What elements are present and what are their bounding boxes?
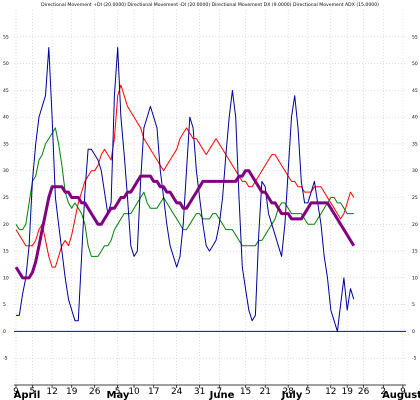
y-tick-label-right: 0 [412,329,415,335]
y-tick-label-left: 10 [3,275,9,281]
x-tick-label: 5 [115,387,121,397]
y-tick-label-right: 25 [412,195,418,201]
y-tick-label-left: 55 [3,34,9,40]
y-axis-right: -5 0 5 10 15 20 25 30 35 40 45 50 55 [412,34,418,361]
y-tick-label-right: 10 [412,275,418,281]
x-tick-label: 5 [305,387,311,397]
month-label: April [14,390,41,400]
x-tick-label: 2 [380,387,386,397]
y-tick-label-right: 45 [412,88,418,94]
x-tick-label: 12 [325,387,336,397]
x-tick-label: 7 [216,387,222,397]
x-tick-label: 12 [46,387,57,397]
y-tick-label-left: 35 [3,141,9,147]
x-tick-label: 28 [282,387,294,397]
month-labels: April May June July August [14,390,420,400]
y-tick-label-left: -5 [3,356,8,362]
x-tick-label: 26 [358,387,370,397]
minus-di-line [15,127,354,257]
x-tick-label: 19 [341,387,353,397]
month-label: June [209,390,235,400]
y-tick-label-right: 55 [412,34,418,40]
y-tick-label-right: 5 [412,302,415,308]
y-tick-label-left: 45 [3,88,9,94]
x-tick-label: 24 [171,387,183,397]
y-tick-label-left: 40 [3,115,9,121]
x-tick-label: 10 [128,387,140,397]
adx-line [14,169,356,280]
plus-di-line [15,84,355,268]
y-axis-left: -5 0 5 10 15 20 25 30 35 40 45 50 55 [3,34,9,361]
x-tick-label: 5 [30,387,36,397]
y-tick-label-right: 20 [412,222,418,228]
grid [14,10,406,385]
y-tick-label-left: 50 [3,61,9,67]
y-tick-label-right: 40 [412,115,418,121]
x-tick-label: 9 [400,387,406,397]
y-tick-label-left: 5 [3,302,6,308]
y-tick-label-right: 50 [412,61,418,67]
month-label: May [107,390,130,400]
y-tick-label-left: 25 [3,195,9,201]
y-tick-label-left: 0 [3,329,6,335]
dx-line [16,47,355,332]
series-group [14,47,356,332]
x-tick-label: 26 [89,387,101,397]
y-tick-label-right: 30 [412,168,418,174]
y-tick-label-right: 15 [412,249,418,255]
x-axis: 9 5 12 19 26 5 10 17 24 31 7 15 21 28 5 12 19 26 2 9 [13,385,406,397]
x-tick-label: 31 [194,387,205,397]
x-tick-label: 17 [148,387,159,397]
x-tick-label: 9 [13,387,19,397]
y-tick-label-left: 15 [3,249,9,255]
y-tick-label-right: -5 [412,356,417,362]
month-label: August [382,390,420,400]
chart-title: Directional Movement +DI (20.0000) Direc… [41,2,379,8]
month-label: July [281,390,303,400]
y-tick-label-right: 35 [412,141,418,147]
x-tick-label: 19 [66,387,78,397]
x-tick-label: 21 [259,387,270,397]
y-tick-label-left: 20 [3,222,9,228]
y-tick-label-left: 30 [3,168,9,174]
x-tick-label: 15 [240,387,251,397]
